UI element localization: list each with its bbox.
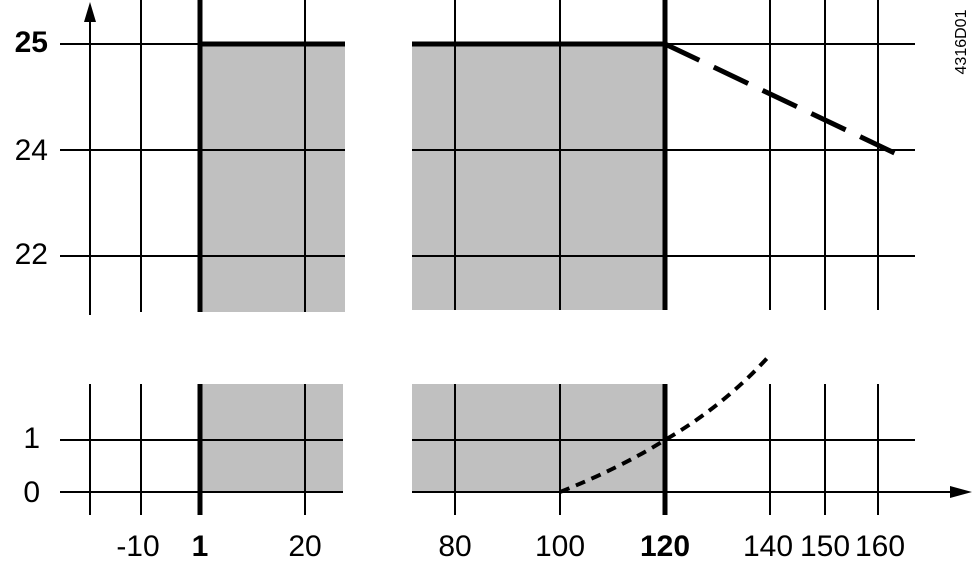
y-label: 25 xyxy=(15,26,48,59)
limit-lines xyxy=(197,0,668,515)
y-label: 1 xyxy=(23,422,40,455)
y-label: 24 xyxy=(15,134,48,167)
x-label: 20 xyxy=(288,530,321,563)
x-label: 150 xyxy=(800,530,850,563)
x-labels: -10 1 20 80 100 120 140 150 160 xyxy=(116,530,905,563)
x-label: 140 xyxy=(743,530,793,563)
figure-code: 4316D01 xyxy=(953,9,970,74)
x-label: 160 xyxy=(855,530,905,563)
y-axis-arrow xyxy=(84,2,96,22)
x-label: 1 xyxy=(192,530,209,563)
y-label: 22 xyxy=(15,238,48,271)
curves xyxy=(200,41,907,494)
x-label: 120 xyxy=(640,530,690,563)
x-label: 100 xyxy=(535,530,585,563)
x-label: -10 xyxy=(116,530,159,563)
y-label: 0 xyxy=(23,476,40,509)
x-axis-arrow xyxy=(950,486,972,498)
x-label: 80 xyxy=(438,530,471,563)
shaded-areas xyxy=(200,44,665,492)
